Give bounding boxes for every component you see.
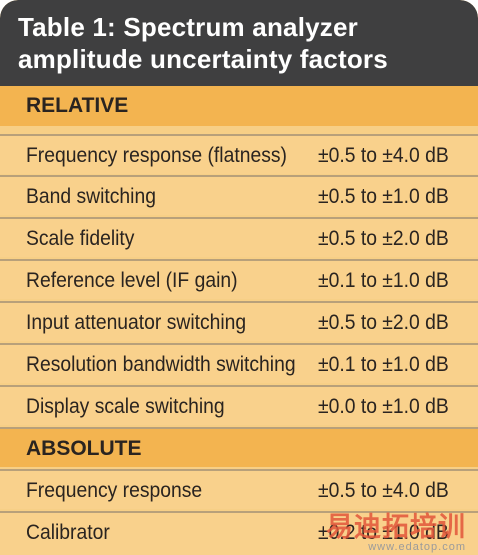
table-row: Frequency response (flatness) ±0.5 to ±4…	[0, 134, 478, 174]
factor-value: ±0.5 to ±1.0 dB	[318, 185, 449, 208]
section-row-absolute: ABSOLUTE	[0, 427, 478, 467]
table-row: Frequency response ±0.5 to ±4.0 dB	[0, 469, 478, 509]
factor-value: ±0.1 to ±1.0 dB	[318, 269, 449, 292]
watermark-url: www.edatop.com	[368, 541, 466, 553]
section-label-absolute: ABSOLUTE	[26, 437, 142, 460]
table-row: Band switching ±0.5 to ±1.0 dB	[0, 175, 478, 215]
factor-label: Resolution bandwidth switching	[26, 353, 296, 376]
table-title-bar: Table 1: Spectrum analyzer amplitude unc…	[0, 0, 478, 86]
section-label-relative: RELATIVE	[26, 94, 129, 117]
table-row: Reference level (IF gain) ±0.1 to ±1.0 d…	[0, 259, 478, 299]
factor-value: ±0.5 to ±4.0 dB	[318, 479, 449, 502]
site-watermark: 易迪拓培训 www.edatop.com	[326, 514, 466, 553]
factor-label: Reference level (IF gain)	[26, 269, 238, 292]
factor-value: ±0.5 to ±4.0 dB	[318, 144, 449, 167]
factor-label: Display scale switching	[26, 395, 225, 418]
watermark-logo: 易迪拓培训	[326, 512, 466, 542]
factor-label: Calibrator	[26, 521, 110, 544]
factor-label: Band switching	[26, 185, 156, 208]
factor-value: ±0.5 to ±2.0 dB	[318, 311, 449, 334]
factor-label: Frequency response	[26, 479, 203, 502]
table-row: Resolution bandwidth switching ±0.1 to ±…	[0, 343, 478, 383]
table-row: Display scale switching ±0.0 to ±1.0 dB	[0, 385, 478, 425]
factor-value: ±0.0 to ±1.0 dB	[318, 395, 449, 418]
factor-value: ±0.2 to ±1.0 dB	[318, 521, 449, 544]
section-row-relative: RELATIVE	[0, 86, 478, 126]
table-title-line-1: Table 1: Spectrum analyzer	[18, 12, 358, 42]
factor-label: Input attenuator switching	[26, 311, 247, 334]
table-row: Calibrator ±0.2 to ±1.0 dB	[0, 511, 478, 555]
table-title-line-2: amplitude uncertainty factors	[18, 44, 388, 74]
table-row: Input attenuator switching ±0.5 to ±2.0 …	[0, 301, 478, 341]
factor-value: ±0.1 to ±1.0 dB	[318, 353, 449, 376]
factor-label: Frequency response (flatness)	[26, 144, 287, 167]
factor-value: ±0.5 to ±2.0 dB	[318, 227, 449, 250]
factor-label: Scale fidelity	[26, 227, 135, 250]
table-row: Scale fidelity ±0.5 to ±2.0 dB	[0, 217, 478, 257]
